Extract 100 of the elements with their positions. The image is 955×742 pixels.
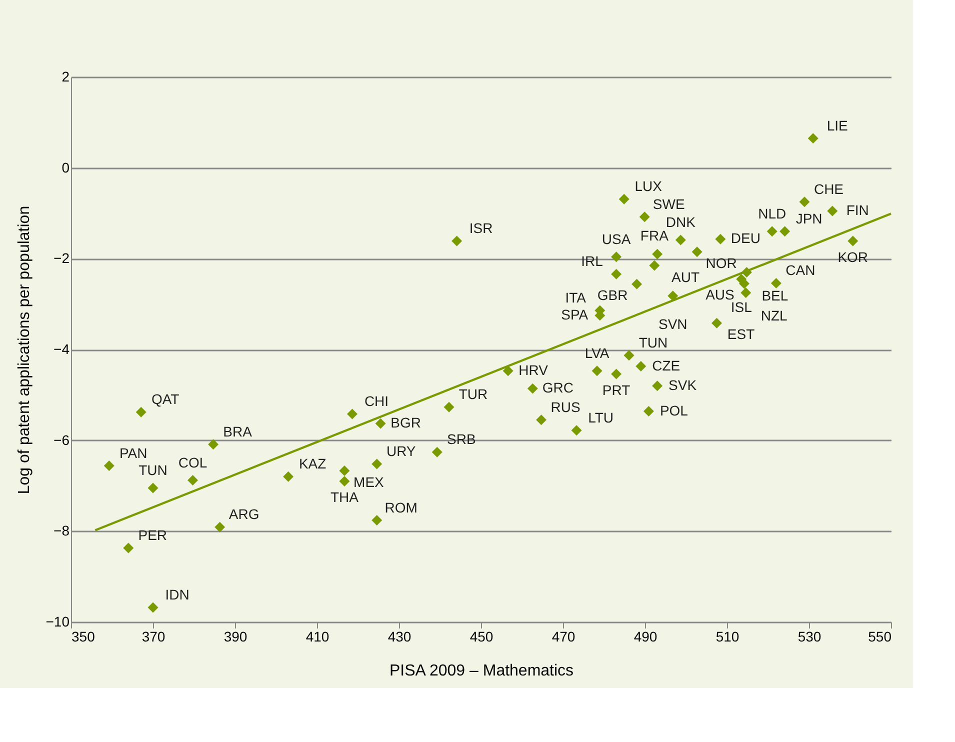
- x-tick-label: 470: [552, 628, 576, 644]
- data-label: ROM: [384, 499, 418, 516]
- point: [649, 260, 660, 271]
- x-tick-label: 450: [470, 628, 494, 644]
- point: [738, 278, 750, 289]
- point: [148, 482, 158, 494]
- point: [104, 460, 114, 472]
- x-tick-label: 390: [224, 628, 248, 644]
- point: [611, 252, 622, 262]
- data-label: GRC: [542, 380, 574, 396]
- data-label: SVN: [658, 316, 688, 332]
- point: [339, 476, 350, 486]
- point: [848, 236, 858, 246]
- y-tick-label: 2: [62, 68, 70, 84]
- point: [780, 226, 790, 237]
- point: [339, 466, 350, 476]
- point: [347, 408, 358, 420]
- data-label: SVK: [668, 376, 698, 393]
- data-label: QAT: [151, 391, 180, 408]
- data-label: KOR: [838, 248, 868, 265]
- data-label: JPN: [796, 210, 822, 226]
- data-label: RUS: [550, 398, 580, 415]
- point: [136, 406, 146, 418]
- point: [283, 471, 294, 482]
- data-label: CHI: [364, 392, 389, 409]
- y-tick-label: −10: [46, 614, 70, 630]
- data-label: POL: [660, 402, 688, 418]
- point: [611, 268, 622, 280]
- data-label: IDN: [165, 586, 190, 602]
- data-label: CZE: [652, 357, 680, 374]
- data-label: LTU: [588, 409, 614, 426]
- x-tick-label: 530: [798, 628, 822, 644]
- data-label: BEL: [762, 287, 788, 304]
- point: [452, 236, 462, 246]
- point: [148, 602, 158, 613]
- point: [188, 475, 198, 486]
- point: [712, 318, 722, 328]
- point: [636, 361, 646, 372]
- y-tick-label: −2: [54, 250, 70, 266]
- data-label: BRA: [223, 423, 253, 440]
- data-label: MEX: [354, 474, 385, 490]
- point: [592, 366, 602, 376]
- data-label: FIN: [846, 202, 869, 218]
- data-label: BGR: [390, 414, 421, 431]
- data-label: PRT: [602, 382, 631, 398]
- data-label: AUT: [672, 269, 700, 286]
- data-label: URY: [386, 442, 416, 459]
- point: [652, 380, 663, 392]
- data-label: NZL: [760, 308, 788, 324]
- point: [632, 278, 642, 290]
- x-axis-title: PISA 2009 – Mathematics: [389, 662, 574, 680]
- data-label: USA: [602, 230, 632, 247]
- point: [799, 196, 810, 208]
- point: [502, 366, 514, 376]
- point: [375, 418, 386, 429]
- point: [527, 383, 538, 394]
- y-tick-label: −8: [54, 522, 70, 539]
- point: [643, 406, 654, 417]
- x-tick-label: 490: [634, 628, 658, 644]
- point: [214, 522, 226, 532]
- point: [692, 246, 702, 258]
- point: [611, 368, 622, 380]
- point: [432, 446, 442, 458]
- data-label: IRL: [581, 253, 604, 270]
- data-label: LVA: [584, 344, 610, 361]
- x-tick-label: 510: [716, 628, 740, 644]
- data-label: THA: [330, 489, 360, 506]
- point: [372, 458, 382, 470]
- data-label: HRV: [518, 362, 549, 378]
- data-label: TUR: [458, 386, 488, 402]
- point: [444, 402, 454, 412]
- data-label: LIE: [826, 117, 848, 134]
- point: [639, 212, 650, 222]
- data-label: SRB: [446, 431, 476, 448]
- x-tick-label: 430: [388, 628, 412, 644]
- data-label: CHE: [814, 180, 844, 197]
- point: [123, 542, 134, 554]
- data-label: EST: [727, 326, 756, 342]
- point: [571, 425, 582, 436]
- data-label: GBR: [597, 287, 628, 304]
- point: [668, 290, 678, 302]
- data-label: NOR: [706, 254, 737, 271]
- x-tick-label: 550: [868, 628, 892, 644]
- y-tick-label: 0: [62, 159, 70, 176]
- data-label: COL: [178, 454, 208, 470]
- data-label: PER: [138, 526, 168, 543]
- point: [715, 234, 726, 244]
- data-label: DEU: [730, 230, 760, 246]
- data-label: SPA: [561, 306, 589, 322]
- point: [624, 350, 634, 361]
- point: [618, 194, 630, 204]
- point: [208, 439, 219, 450]
- point: [827, 206, 838, 216]
- point: [675, 234, 686, 246]
- point: [740, 287, 752, 298]
- x-tick-label: 370: [142, 628, 166, 644]
- data-label: KAZ: [298, 456, 327, 472]
- x-tick-label: 350: [72, 628, 96, 644]
- point: [372, 515, 382, 526]
- data-label: TUN: [138, 462, 168, 478]
